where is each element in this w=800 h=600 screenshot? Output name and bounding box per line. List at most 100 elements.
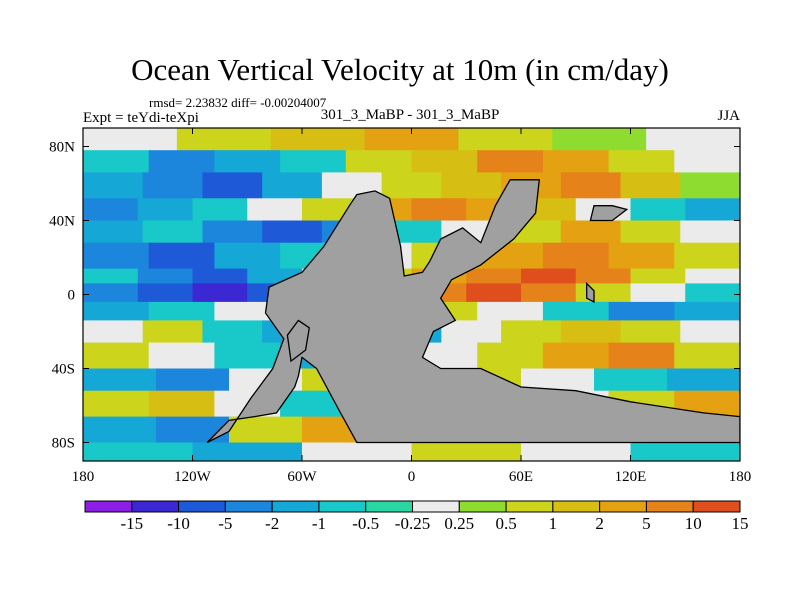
velocity-cell xyxy=(83,242,150,270)
velocity-cell xyxy=(594,368,668,392)
colorbar-swatch xyxy=(318,500,367,513)
colorbar-label: -15 xyxy=(120,514,144,533)
velocity-cell xyxy=(680,320,740,344)
lat-tick-label: 0 xyxy=(68,288,76,304)
colorbar xyxy=(84,500,741,513)
colorbar-swatch xyxy=(552,500,601,513)
velocity-cell xyxy=(560,220,622,244)
velocity-cell xyxy=(148,342,215,370)
velocity-cell xyxy=(411,198,467,222)
latitude-axis: 80N 40N 0 40S 80S xyxy=(49,140,740,452)
velocity-cell xyxy=(608,342,675,370)
velocity-cell xyxy=(411,150,478,173)
land-mass xyxy=(586,281,595,303)
lat-tick-label: 40N xyxy=(49,214,75,230)
land-masses xyxy=(206,179,740,444)
colorbar-label: 5 xyxy=(642,514,651,533)
colorbar-label: -0.5 xyxy=(352,514,380,533)
velocity-cell xyxy=(83,301,150,321)
velocity-cell xyxy=(247,198,303,222)
velocity-cell xyxy=(156,368,230,392)
velocity-cell xyxy=(441,172,502,199)
velocity-cell xyxy=(142,320,204,344)
velocity-cell xyxy=(620,220,681,244)
velocity-cell xyxy=(137,198,194,222)
velocity-cell xyxy=(229,416,303,444)
land-mass xyxy=(589,205,629,222)
velocity-cell xyxy=(630,283,686,303)
velocity-cell xyxy=(646,128,740,151)
velocity-cell xyxy=(441,320,502,344)
lon-tick-label: 60W xyxy=(287,469,317,485)
lat-tick-label: 80S xyxy=(52,436,75,452)
velocity-cell xyxy=(411,442,522,461)
velocity-cell xyxy=(202,220,263,244)
colorbar-label: -0.25 xyxy=(394,514,431,533)
velocity-cell xyxy=(685,268,740,284)
velocity-cell xyxy=(458,128,553,151)
comparison-label: 301_3_MaBP - 301_3_MaBP xyxy=(320,107,500,123)
velocity-cell xyxy=(83,368,157,392)
velocity-cell xyxy=(137,268,194,284)
velocity-cell xyxy=(620,320,681,344)
velocity-cell xyxy=(575,283,632,303)
velocity-cell xyxy=(192,268,248,284)
velocity-cell xyxy=(148,242,215,270)
velocity-cell xyxy=(142,220,204,244)
velocity-cell xyxy=(83,128,178,151)
colorbar-label: 15 xyxy=(731,514,749,533)
colorbar-swatch xyxy=(412,500,460,513)
velocity-cell xyxy=(148,301,215,321)
land-mass xyxy=(286,319,311,363)
velocity-cell xyxy=(501,320,562,344)
colorbar-swatch xyxy=(224,500,273,513)
experiment-label: Expt = teYdi-teXpi xyxy=(83,110,199,126)
velocity-cell xyxy=(466,268,522,284)
velocity-cell xyxy=(176,128,272,151)
velocity-cell xyxy=(83,150,150,173)
velocity-cell xyxy=(630,268,686,284)
velocity-cell xyxy=(608,150,675,173)
velocity-cell xyxy=(214,150,281,173)
velocity-cell xyxy=(542,150,610,173)
lat-tick-label: 80N xyxy=(49,140,75,156)
velocity-cell xyxy=(83,198,139,222)
velocity-cell xyxy=(542,242,610,270)
colorbar-label: 0.25 xyxy=(444,514,475,533)
velocity-cell xyxy=(674,342,740,370)
velocity-cell xyxy=(83,390,150,418)
velocity-cell xyxy=(302,442,413,461)
velocity-cell xyxy=(521,442,632,461)
velocity-cell xyxy=(477,301,544,321)
lon-tick-label: 120E xyxy=(615,469,647,485)
colorbar-swatch xyxy=(599,500,647,513)
colorbar-label: -5 xyxy=(218,514,233,533)
colorbar-swatch xyxy=(178,500,226,513)
colorbar-swatch xyxy=(692,500,741,513)
velocity-cell xyxy=(560,172,622,199)
velocity-cell xyxy=(262,172,323,199)
velocity-cell xyxy=(142,172,204,199)
velocity-cell xyxy=(83,416,157,444)
velocity-cell xyxy=(466,283,522,303)
velocity-cell xyxy=(83,342,150,370)
velocity-cell xyxy=(202,172,263,199)
lon-tick-label: 120W xyxy=(174,469,212,485)
season-label: JJA xyxy=(717,108,740,124)
velocity-cell xyxy=(674,301,740,321)
land-mass xyxy=(206,179,740,444)
velocity-cell xyxy=(477,342,544,370)
velocity-cell xyxy=(575,268,632,284)
velocity-cell xyxy=(674,242,740,270)
lon-tick-label: 0 xyxy=(408,469,416,485)
velocity-cell xyxy=(262,220,323,244)
velocity-cell xyxy=(680,220,740,244)
velocity-cell xyxy=(345,150,413,173)
velocity-cell xyxy=(364,128,460,151)
lon-tick-label: 180 xyxy=(729,469,752,485)
velocity-cell xyxy=(214,301,281,321)
velocity-cell xyxy=(280,150,347,173)
lat-tick-label: 40S xyxy=(52,362,75,378)
velocity-cell xyxy=(83,283,139,303)
velocity-cell xyxy=(214,242,281,270)
